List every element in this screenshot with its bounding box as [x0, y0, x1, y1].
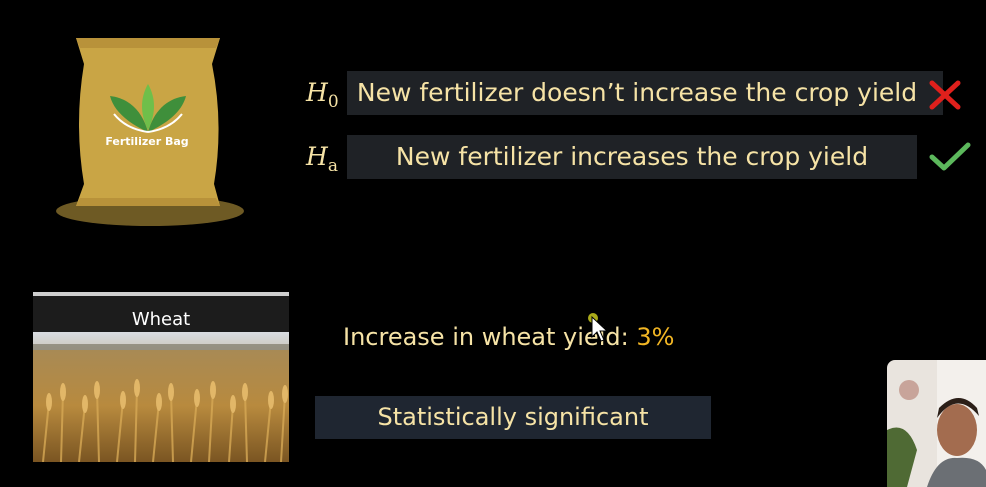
- alternative-hypothesis-box: New fertilizer increases the crop yield: [347, 135, 917, 179]
- alternative-hypothesis-text: New fertilizer increases the crop yield: [395, 142, 869, 171]
- check-icon: [929, 142, 971, 171]
- yield-increase-label: Increase in wheat yield:: [343, 323, 637, 351]
- conclusion-box: Statistically significant: [315, 396, 711, 439]
- mouse-cursor-icon: [588, 313, 609, 342]
- bag-label: Fertilizer Bag: [105, 135, 189, 148]
- null-hypothesis-symbol: H0: [306, 78, 339, 112]
- cross-icon: [929, 80, 961, 110]
- bag-icon: [76, 38, 220, 206]
- wheat-card: Wheat: [33, 292, 289, 462]
- fertilizer-bag-illustration: Fertilizer Bag: [56, 30, 244, 228]
- alternative-hypothesis-symbol: Ha: [306, 142, 338, 176]
- wheat-field-image: [33, 332, 289, 462]
- yield-increase-text: Increase in wheat yield: 3%: [343, 323, 674, 351]
- presenter-webcam: [887, 360, 986, 487]
- wheat-title: Wheat: [33, 292, 289, 332]
- null-hypothesis-text: New fertilizer doesn’t increase the crop…: [356, 78, 918, 107]
- null-hypothesis-box: New fertilizer doesn’t increase the crop…: [347, 71, 943, 115]
- yield-increase-value: 3%: [636, 323, 675, 351]
- leaf-logo-icon: [110, 84, 186, 133]
